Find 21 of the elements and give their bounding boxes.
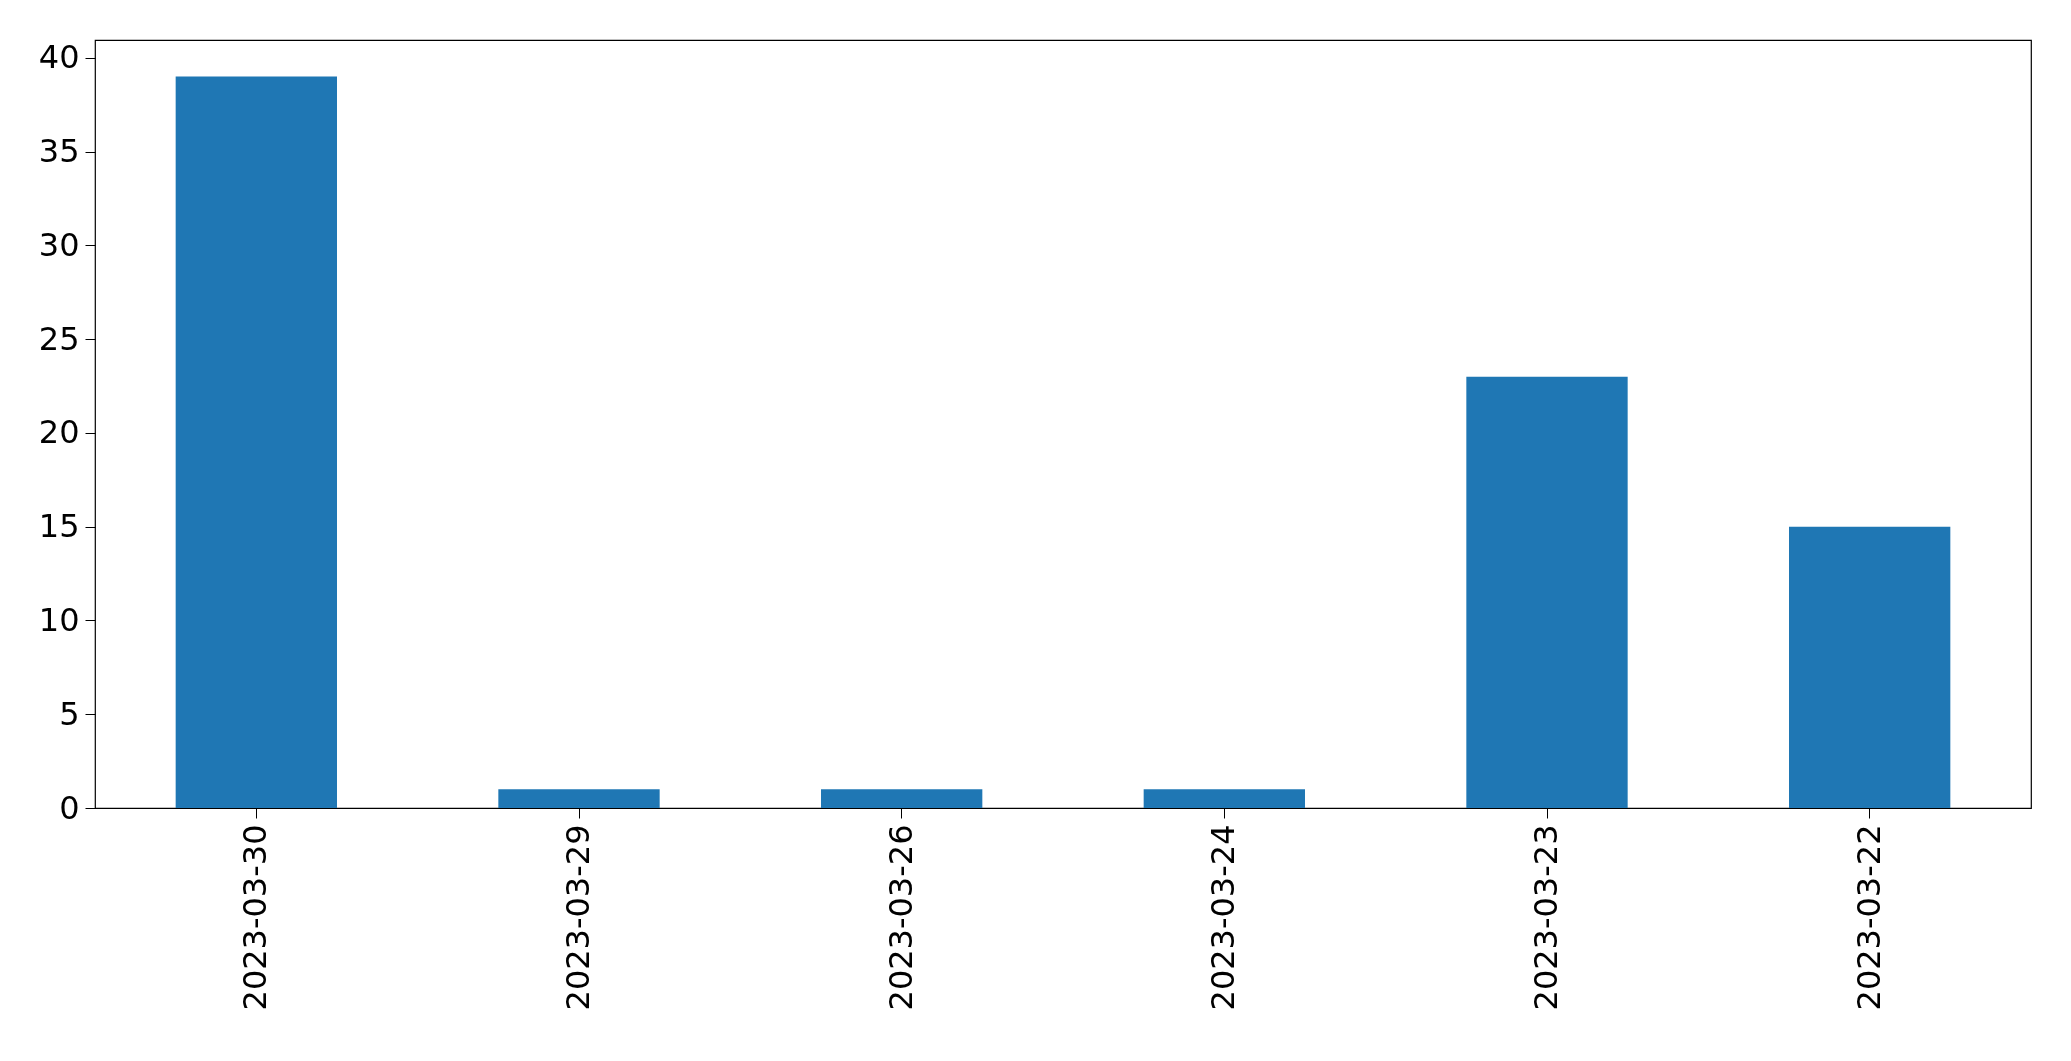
x-tick-label: 2023-03-26 bbox=[881, 824, 920, 1011]
y-tick-label: 15 bbox=[38, 507, 80, 546]
bar bbox=[1789, 526, 1951, 808]
bar bbox=[498, 789, 660, 808]
x-tick-label: 2023-03-23 bbox=[1527, 824, 1565, 1011]
y-tick-label: 35 bbox=[38, 132, 80, 171]
y-tick-label: 0 bbox=[59, 788, 80, 827]
bar bbox=[821, 789, 983, 808]
x-tick-label: 2023-03-24 bbox=[1204, 824, 1243, 1011]
y-tick-label: 40 bbox=[38, 38, 80, 77]
y-tick-label: 10 bbox=[38, 600, 80, 639]
x-tick-label: 2023-03-22 bbox=[1849, 824, 1888, 1011]
x-tick-label: 2023-03-30 bbox=[236, 824, 275, 1011]
y-tick-label: 5 bbox=[59, 694, 80, 733]
y-tick-label: 25 bbox=[38, 319, 80, 358]
y-tick-label: 30 bbox=[38, 225, 80, 264]
bar bbox=[1143, 789, 1305, 808]
bar bbox=[175, 76, 337, 808]
y-tick-label: 20 bbox=[38, 413, 80, 452]
x-tick-label: 2023-03-29 bbox=[559, 824, 597, 1011]
bar bbox=[1466, 376, 1628, 808]
